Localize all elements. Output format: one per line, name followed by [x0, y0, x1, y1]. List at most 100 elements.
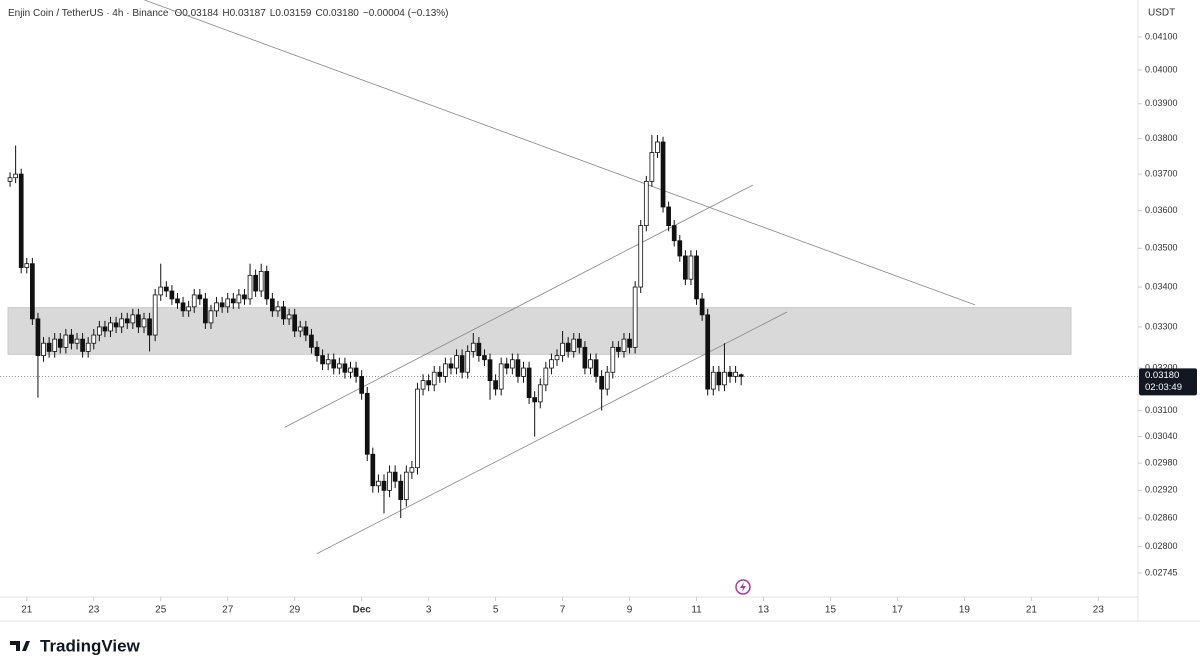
candle	[158, 263, 164, 301]
y-tick-label: 0.04100	[1145, 31, 1178, 41]
flash-icon	[735, 579, 751, 595]
candle	[242, 289, 247, 305]
support-zone	[7, 307, 1072, 355]
x-tick-label: 5	[493, 605, 499, 616]
candle	[69, 328, 74, 350]
candle-body	[18, 173, 24, 268]
candle-body	[24, 263, 30, 268]
candle	[722, 343, 727, 392]
candle	[96, 320, 102, 342]
candle	[7, 172, 13, 187]
candle	[643, 175, 649, 232]
candle	[599, 370, 605, 411]
candle	[470, 333, 476, 358]
candle-body	[627, 338, 632, 348]
candle-body	[46, 342, 52, 352]
x-tick-label: 11	[691, 605, 702, 616]
candle-body	[236, 294, 242, 304]
candle	[353, 361, 359, 383]
candle	[627, 333, 632, 354]
candle-body	[443, 363, 448, 377]
x-tick-label: 21	[1026, 605, 1038, 616]
candle-body	[593, 359, 599, 377]
candle-body	[727, 371, 733, 377]
candle	[208, 304, 214, 329]
candle	[420, 374, 426, 396]
y-tick-label: 0.03900	[1145, 98, 1178, 108]
candle-body	[96, 326, 102, 336]
candle-body	[415, 388, 420, 469]
candle-body	[493, 380, 498, 390]
candle	[191, 289, 197, 313]
candle	[119, 312, 125, 334]
candle	[203, 292, 208, 329]
candle-body	[487, 359, 493, 382]
candle	[431, 365, 437, 392]
candle-body	[431, 371, 437, 386]
candle-body	[420, 380, 426, 390]
candle	[437, 365, 443, 383]
candle-body	[325, 359, 331, 365]
candle-body	[258, 271, 264, 292]
candle-body	[74, 338, 80, 344]
y-tick-label: 0.03200	[1145, 362, 1178, 372]
candle	[487, 353, 493, 400]
candle	[593, 353, 599, 383]
candle	[175, 292, 180, 309]
flash-bolt	[740, 582, 746, 592]
candle-body	[152, 294, 158, 336]
candle-body	[113, 322, 119, 328]
candle-body	[599, 376, 605, 390]
candle-body	[85, 342, 91, 352]
candle-body	[604, 371, 610, 390]
candle	[537, 378, 543, 409]
x-tick-label: 7	[560, 605, 566, 616]
candle-body	[738, 374, 744, 377]
candle-body	[532, 397, 538, 403]
candle	[381, 474, 387, 514]
candle-body	[119, 318, 125, 328]
candle	[359, 370, 365, 400]
candle	[303, 320, 309, 342]
y-tick-label: 0.03300	[1145, 321, 1178, 331]
y-tick-label: 0.03600	[1145, 205, 1178, 215]
candle-body	[671, 225, 677, 242]
candle	[264, 265, 270, 305]
candle-body	[376, 480, 381, 487]
candle	[398, 474, 404, 519]
candle-body	[186, 306, 191, 312]
header-high: H0.03187	[222, 8, 266, 19]
y-tick-label: 0.03500	[1145, 243, 1178, 253]
candle	[560, 330, 565, 362]
logo: TradingView	[10, 636, 141, 655]
candle	[91, 328, 97, 350]
candle-body	[270, 298, 275, 312]
candle	[588, 353, 593, 375]
candle-body	[364, 392, 370, 455]
candle	[671, 220, 677, 247]
candle-body	[342, 363, 348, 373]
candle-body	[543, 367, 549, 386]
candle	[348, 361, 353, 379]
candle	[309, 328, 314, 354]
header: Enjin Coin / TetherUS · 4h · Binance O0.0…	[8, 8, 449, 19]
candle	[113, 316, 119, 334]
x-tick-label: 23	[88, 605, 100, 616]
y-tick-label: 0.03400	[1145, 281, 1178, 291]
candle-body	[722, 371, 727, 386]
candle	[649, 134, 655, 187]
candle-body	[281, 306, 286, 320]
candle-body	[124, 318, 130, 324]
candle-body	[219, 302, 225, 308]
last-price-label: 0.03180	[1145, 370, 1179, 381]
candle-body	[560, 342, 565, 356]
candle	[409, 460, 415, 479]
candle-body	[398, 480, 404, 500]
candle-body	[203, 298, 208, 324]
candle	[576, 333, 582, 354]
candle-body	[180, 302, 186, 312]
candle	[454, 349, 459, 375]
candle-body	[80, 338, 85, 352]
candle	[152, 289, 158, 342]
candle	[342, 357, 348, 379]
